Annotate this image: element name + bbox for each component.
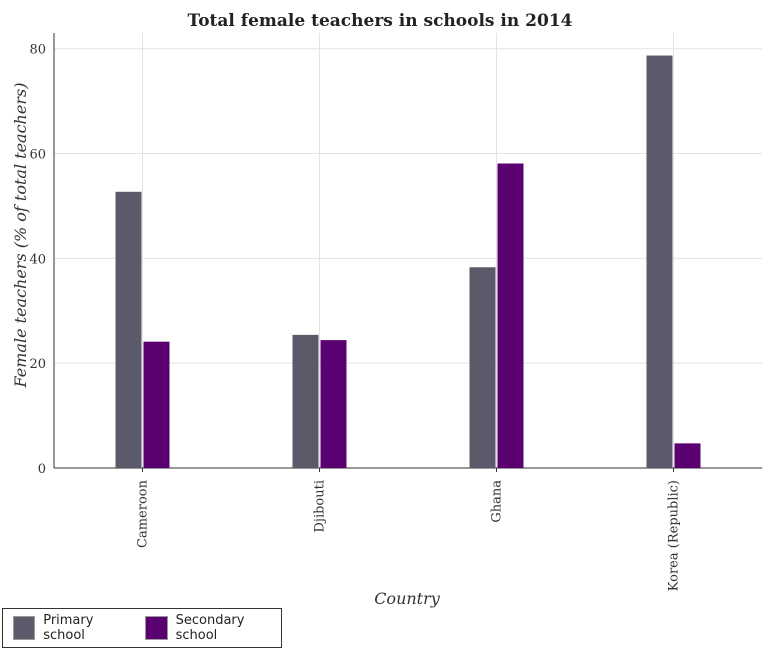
bar-primary-korea-republic [646, 55, 673, 469]
legend-label-secondary: Secondary school [175, 613, 245, 643]
y-tick-label: 20 [29, 357, 46, 372]
chart-title: Total female teachers in schools in 2014 [188, 11, 573, 31]
y-tick-label: 0 [38, 462, 46, 477]
bar-primary-cameroon [115, 191, 142, 468]
x-tick-label: Korea (Republic) [667, 480, 682, 591]
legend-swatch-primary [13, 616, 36, 640]
y-tick-label: 80 [29, 43, 46, 58]
gridlines [54, 33, 762, 469]
legend-item-primary: Primary school [13, 613, 131, 643]
y-tick-label: 60 [29, 148, 46, 163]
bar-secondary-cameroon [143, 341, 170, 468]
bar-primary-djibouti [292, 334, 319, 468]
legend: Primary school Secondary school [2, 608, 282, 648]
y-axis-label: Female teachers (% of total teachers) [11, 83, 30, 389]
tick-labels: 0 20 40 60 80 Cameroon Djibouti Ghana Korea (Rep… [29, 43, 681, 591]
axes [53, 33, 762, 472]
x-tick-label: Djibouti [313, 480, 328, 533]
legend-item-secondary: Secondary school [145, 613, 281, 643]
legend-label-primary: Primary school [43, 613, 94, 643]
x-axis-label: Country [374, 589, 441, 608]
legend-swatch-secondary [145, 616, 168, 640]
x-tick-label: Ghana [490, 480, 505, 523]
bar-secondary-djibouti [320, 340, 347, 468]
bar-primary-ghana [469, 267, 496, 468]
y-tick-label: 40 [29, 252, 46, 267]
bars [115, 55, 701, 469]
bar-secondary-ghana [497, 163, 524, 468]
x-tick-label: Cameroon [136, 479, 151, 548]
bar-secondary-korea-republic [674, 443, 701, 468]
